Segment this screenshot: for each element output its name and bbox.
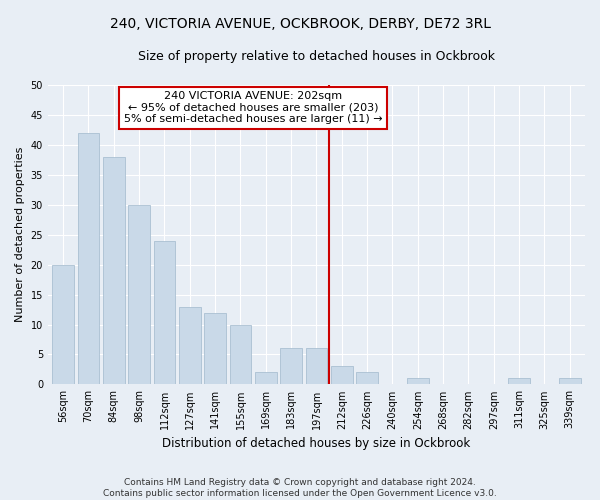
Bar — [331, 366, 353, 384]
Bar — [508, 378, 530, 384]
Bar — [559, 378, 581, 384]
Bar — [52, 264, 74, 384]
X-axis label: Distribution of detached houses by size in Ockbrook: Distribution of detached houses by size … — [163, 437, 470, 450]
Bar — [305, 348, 327, 384]
Bar — [128, 205, 150, 384]
Title: Size of property relative to detached houses in Ockbrook: Size of property relative to detached ho… — [138, 50, 495, 63]
Bar — [103, 157, 125, 384]
Bar — [230, 324, 251, 384]
Y-axis label: Number of detached properties: Number of detached properties — [15, 147, 25, 322]
Bar — [154, 240, 175, 384]
Bar — [255, 372, 277, 384]
Text: 240 VICTORIA AVENUE: 202sqm
← 95% of detached houses are smaller (203)
5% of sem: 240 VICTORIA AVENUE: 202sqm ← 95% of det… — [124, 91, 382, 124]
Bar — [205, 312, 226, 384]
Text: 240, VICTORIA AVENUE, OCKBROOK, DERBY, DE72 3RL: 240, VICTORIA AVENUE, OCKBROOK, DERBY, D… — [110, 18, 491, 32]
Bar — [179, 306, 200, 384]
Bar — [356, 372, 378, 384]
Text: Contains HM Land Registry data © Crown copyright and database right 2024.
Contai: Contains HM Land Registry data © Crown c… — [103, 478, 497, 498]
Bar — [280, 348, 302, 384]
Bar — [407, 378, 428, 384]
Bar — [77, 133, 99, 384]
